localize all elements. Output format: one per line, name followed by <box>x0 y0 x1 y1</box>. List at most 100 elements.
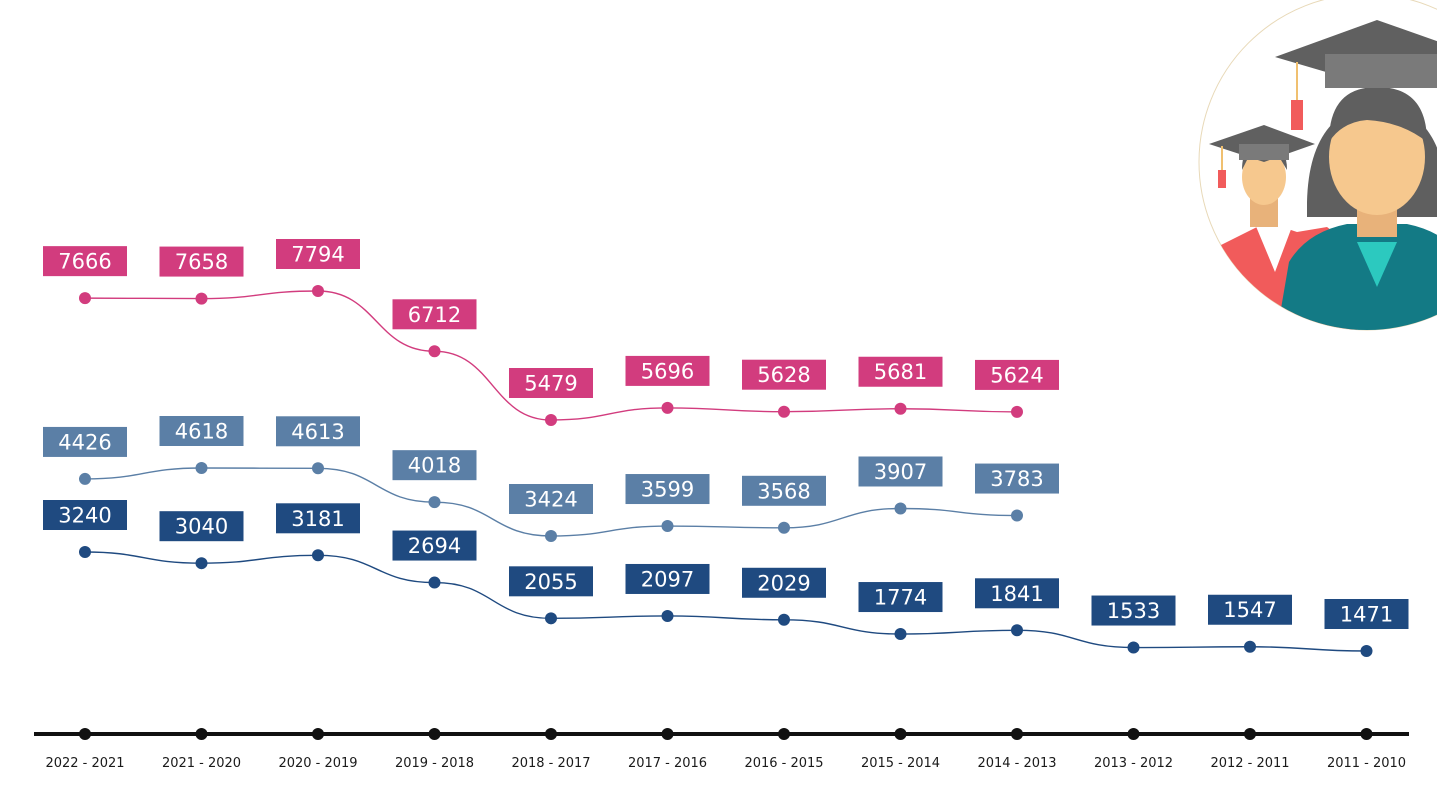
data-label-box <box>625 474 710 505</box>
x-tick-label: 2018 - 2017 <box>511 756 590 771</box>
data-point <box>778 613 790 626</box>
x-tick-label: 2016 - 2015 <box>744 756 823 771</box>
data-label-box <box>159 511 244 542</box>
data-point <box>778 521 790 534</box>
data-label: 2055 <box>524 570 577 594</box>
data-point <box>195 292 208 305</box>
series-layer: 7666 7658 7794 6712 5479 5696 5628 5681 5624 4426… <box>43 239 1409 657</box>
data-label: 2694 <box>408 534 461 558</box>
data-label-box <box>276 503 360 534</box>
x-tick-label: 2011 - 2010 <box>1327 756 1406 771</box>
data-point <box>312 285 324 297</box>
data-label: 3040 <box>175 515 228 539</box>
data-label-box <box>1091 595 1176 626</box>
data-label-box <box>625 355 710 386</box>
data-label: 1471 <box>1340 603 1393 627</box>
data-label: 5479 <box>524 372 577 396</box>
data-label: 3783 <box>990 467 1043 491</box>
data-label: 5628 <box>757 363 810 387</box>
data-label: 4426 <box>58 430 111 454</box>
data-label-box <box>159 246 244 277</box>
data-point <box>894 628 907 641</box>
data-label: 7794 <box>291 243 344 267</box>
x-tick-label: 2014 - 2013 <box>977 756 1056 771</box>
data-label-box <box>392 450 477 481</box>
data-label-box <box>625 563 710 594</box>
data-label: 2029 <box>757 571 810 595</box>
data-label-box <box>276 239 360 269</box>
data-label: 4618 <box>175 420 228 444</box>
data-point <box>79 472 91 485</box>
data-point <box>1360 645 1373 657</box>
data-label-box <box>742 359 826 390</box>
data-label: 7666 <box>58 250 111 274</box>
data-label: 4018 <box>408 454 461 478</box>
data-point <box>545 414 557 426</box>
x-tick-label: 2021 - 2020 <box>162 756 241 771</box>
data-label: 3568 <box>757 479 810 503</box>
series-line <box>84 290 1018 421</box>
data-label: 7658 <box>175 250 228 274</box>
x-axis: 2022 - 2021 2021 - 2020 2020 - 2019 2019 - … <box>34 728 1409 771</box>
data-label: 3181 <box>291 507 344 531</box>
data-label: 3599 <box>641 478 694 502</box>
data-point <box>79 292 91 305</box>
data-point <box>79 546 91 558</box>
data-label: 5696 <box>641 359 694 383</box>
x-tick-marker <box>1011 728 1023 740</box>
data-point <box>428 576 441 589</box>
data-label: 1533 <box>1107 599 1160 623</box>
series-3: 3240 3040 3181 2694 2055 2097 2029 1774 1841 1533… <box>43 500 1409 657</box>
data-label-box <box>43 426 127 457</box>
data-point <box>778 405 790 418</box>
x-tick-label: 2017 - 2016 <box>628 756 707 771</box>
data-label-box <box>392 530 477 561</box>
data-label: 2097 <box>641 567 694 591</box>
data-label: 3240 <box>58 504 111 528</box>
data-point <box>1011 509 1023 522</box>
data-point <box>545 612 557 625</box>
data-label-box <box>975 463 1059 494</box>
graduates-icon <box>1198 0 1437 331</box>
data-point <box>1011 624 1023 637</box>
data-label: 3907 <box>874 460 927 484</box>
data-point <box>1011 405 1023 418</box>
data-point <box>312 462 324 475</box>
data-point <box>894 402 907 415</box>
data-point <box>312 549 324 562</box>
data-label: 1841 <box>990 582 1043 606</box>
data-label-box <box>43 246 127 277</box>
data-label: 5681 <box>874 360 927 384</box>
data-label: 6712 <box>408 303 461 327</box>
data-label-box <box>509 484 593 514</box>
x-tick-label: 2020 - 2019 <box>278 756 357 771</box>
data-point <box>428 345 441 358</box>
data-point <box>428 496 441 509</box>
x-tick-marker <box>1360 728 1373 740</box>
data-label-box <box>975 578 1059 609</box>
data-point <box>1127 641 1140 654</box>
data-label-box <box>858 582 943 613</box>
x-tick-marker <box>312 728 324 740</box>
data-point <box>1244 640 1256 653</box>
x-tick-marker <box>894 728 907 740</box>
data-point <box>661 401 674 414</box>
data-point <box>195 557 208 570</box>
data-label: 4613 <box>291 420 344 444</box>
x-tick-marker <box>195 728 208 740</box>
data-label-box <box>858 356 943 387</box>
data-point <box>545 530 557 542</box>
data-label-box <box>159 416 244 446</box>
series-1: 7666 7658 7794 6712 5479 5696 5628 5681 5624 <box>43 239 1059 426</box>
x-tick-label: 2022 - 2021 <box>45 756 124 771</box>
x-tick-marker <box>778 728 790 740</box>
x-tick-label: 2019 - 2018 <box>395 756 474 771</box>
data-label-box <box>975 359 1059 390</box>
data-label: 1774 <box>874 586 927 610</box>
x-tick-marker <box>1127 728 1140 740</box>
data-label-box <box>392 299 477 330</box>
x-tick-label: 2015 - 2014 <box>861 756 940 771</box>
data-label-box <box>509 566 593 597</box>
data-label: 3424 <box>524 488 577 512</box>
